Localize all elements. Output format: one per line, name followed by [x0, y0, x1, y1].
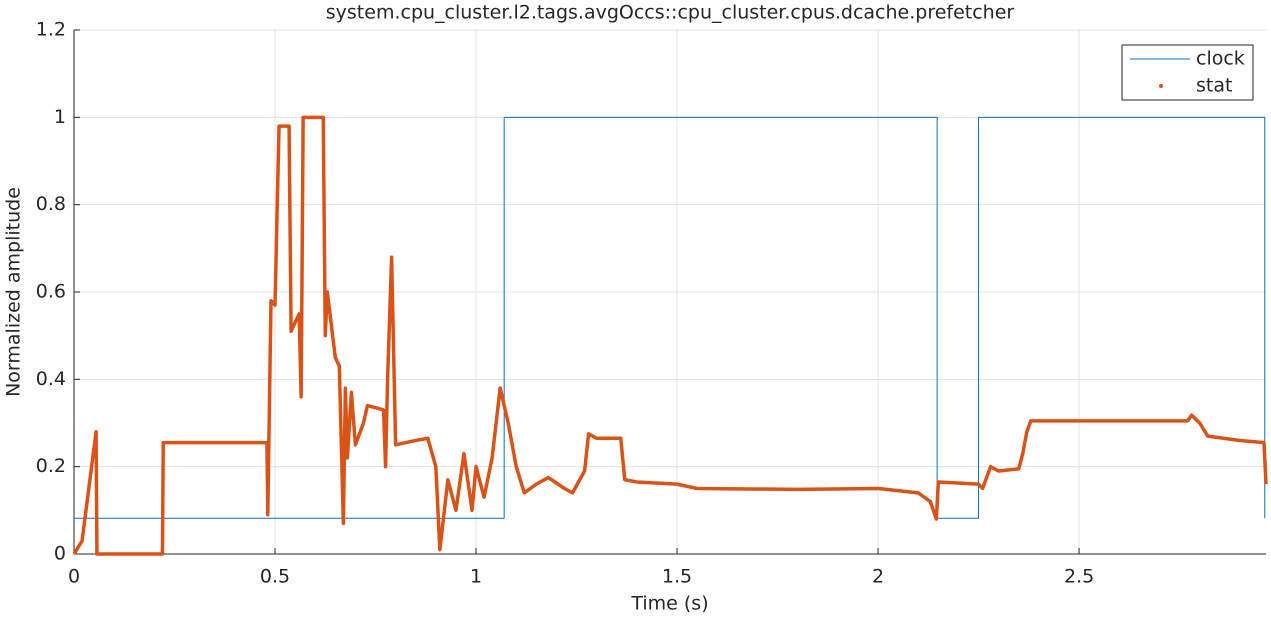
x-tick-label: 1 [470, 566, 482, 588]
y-tick-label: 0 [54, 543, 66, 565]
legend-label: stat [1196, 75, 1232, 97]
y-tick-label: 1 [54, 106, 66, 128]
legend-swatch [1159, 84, 1163, 88]
legend-box [1121, 44, 1254, 101]
stat-trace [72, 115, 1268, 556]
y-axis-label: Normalized amplitude [3, 187, 25, 397]
x-tick-label: 0.5 [260, 566, 290, 588]
y-tick-label: 1.2 [36, 19, 66, 41]
y-tick-label: 0.6 [36, 281, 66, 303]
legend-label: clock [1196, 48, 1245, 70]
y-tick-label: 0.8 [36, 193, 66, 215]
y-tick-label: 0.2 [36, 455, 66, 477]
x-tick-label: 1.5 [662, 566, 692, 588]
chart-title: system.cpu_cluster.l2.tags.avgOccs::cpu_… [326, 2, 1015, 24]
x-tick-label: 2 [872, 566, 884, 588]
x-axis-label: Time (s) [630, 593, 708, 615]
x-tick-label: 2.5 [1064, 566, 1094, 588]
x-tick-label: 0 [68, 566, 80, 588]
y-tick-label: 0.4 [36, 368, 66, 390]
